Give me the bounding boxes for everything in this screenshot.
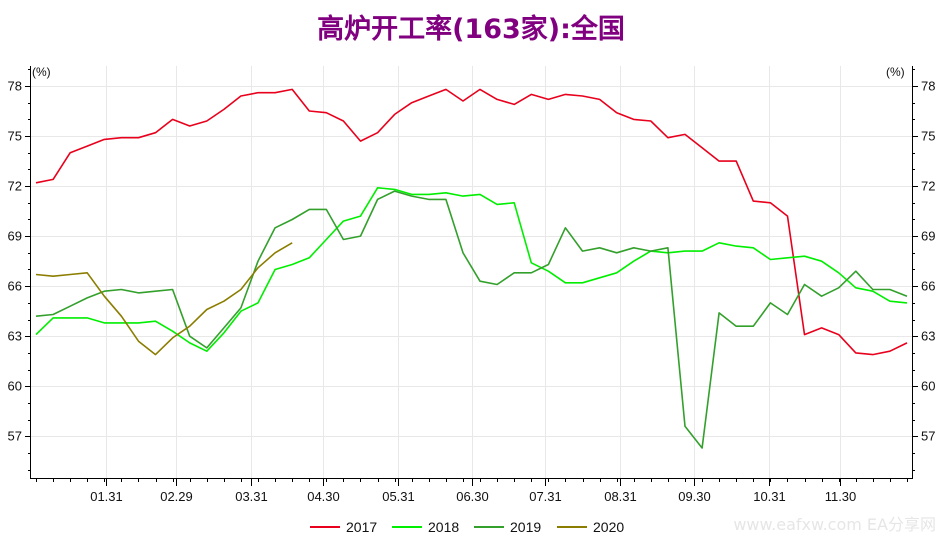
legend-label-2018: 2018 [428, 519, 459, 535]
left-y-tick-label: 57 [8, 429, 22, 444]
right-unit-label: (%) [886, 65, 905, 79]
x-tick-label: 07.31 [529, 489, 562, 504]
left-y-tick-label: 78 [8, 79, 22, 94]
right-y-tick-label: 75 [921, 129, 935, 144]
legend: 2017 2018 2019 2020 [310, 519, 624, 535]
x-tick-label: 10.31 [753, 489, 786, 504]
x-tick-label: 06.30 [456, 489, 489, 504]
x-tick-label: 01.31 [90, 489, 123, 504]
x-tick-label: 08.31 [604, 489, 637, 504]
x-tick-label: 09.30 [678, 489, 711, 504]
series-line-2018 [35, 187, 908, 353]
ticks: 57 57 60 60 63 63 66 66 69 69 72 72 75 75 78 78 01.31 02.… [8, 69, 935, 504]
left-y-tick-label: 60 [8, 379, 22, 394]
left-y-tick-label: 63 [8, 329, 22, 344]
left-y-tick-label: 69 [8, 229, 22, 244]
x-tick-label: 04.30 [307, 489, 340, 504]
series-line-2017 [35, 88, 908, 356]
x-tick-label: 02.29 [160, 489, 193, 504]
legend-label-2020: 2020 [593, 519, 624, 535]
left-y-tick-label: 72 [8, 179, 22, 194]
watermark-text: www.eafxw.com EA分享网 [733, 515, 936, 534]
right-y-tick-label: 66 [921, 279, 935, 294]
legend-label-2019: 2019 [510, 519, 541, 535]
axes: (%) (%) [30, 65, 913, 479]
chart-title: 高炉开工率(163家):全国 [317, 13, 625, 45]
left-unit-label: (%) [32, 65, 51, 79]
right-y-tick-label: 57 [921, 429, 935, 444]
left-y-tick-label: 66 [8, 279, 22, 294]
right-y-tick-label: 78 [921, 79, 935, 94]
legend-label-2017: 2017 [346, 519, 377, 535]
x-tick-label: 03.31 [235, 489, 268, 504]
series [35, 88, 908, 449]
series-line-2020 [35, 242, 293, 356]
x-tick-label: 05.31 [382, 489, 415, 504]
x-tick-label: 11.30 [825, 489, 857, 504]
right-y-tick-label: 63 [921, 329, 935, 344]
right-y-tick-label: 72 [921, 179, 935, 194]
grid [31, 66, 912, 478]
right-y-tick-label: 60 [921, 379, 935, 394]
left-y-tick-label: 75 [8, 129, 22, 144]
right-y-tick-label: 69 [921, 229, 935, 244]
series-line-2019 [35, 190, 908, 449]
